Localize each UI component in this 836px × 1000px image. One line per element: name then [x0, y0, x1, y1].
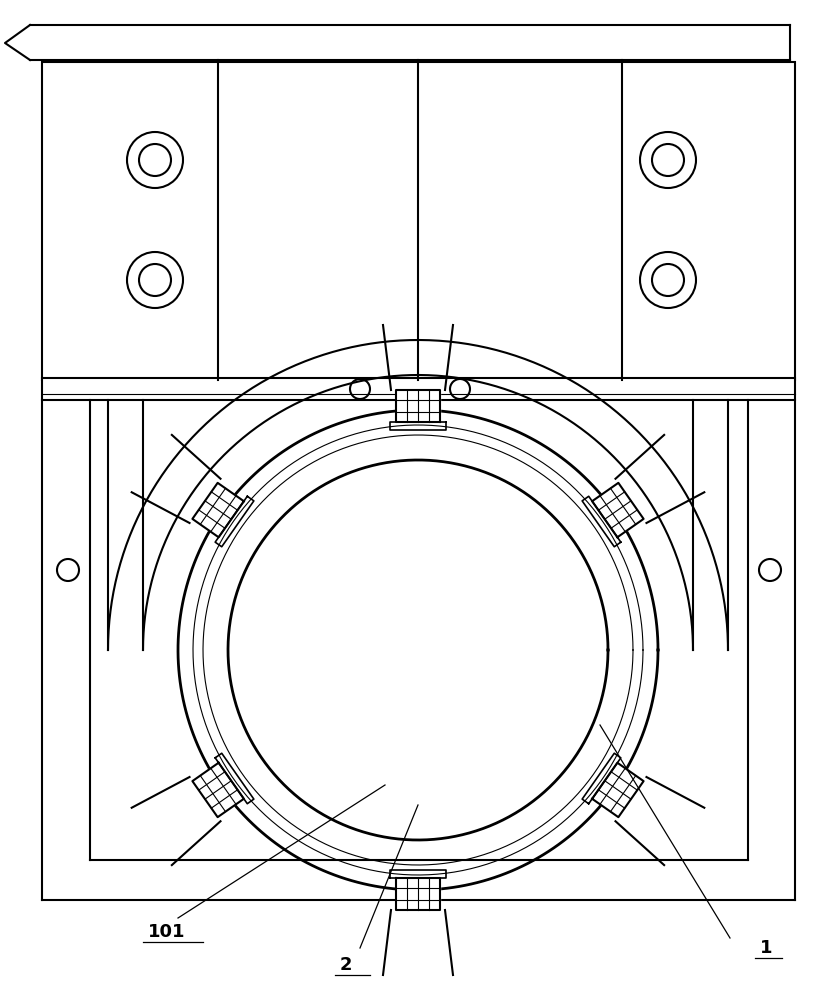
Polygon shape — [192, 763, 243, 817]
Text: 1: 1 — [759, 939, 772, 957]
Text: 2: 2 — [339, 956, 352, 974]
Bar — [42, 62, 794, 380]
Text: 101: 101 — [148, 923, 186, 941]
Bar — [42, 378, 794, 400]
Polygon shape — [591, 483, 643, 537]
Polygon shape — [192, 483, 243, 537]
Polygon shape — [395, 390, 440, 422]
Polygon shape — [591, 763, 643, 817]
Polygon shape — [395, 878, 440, 910]
